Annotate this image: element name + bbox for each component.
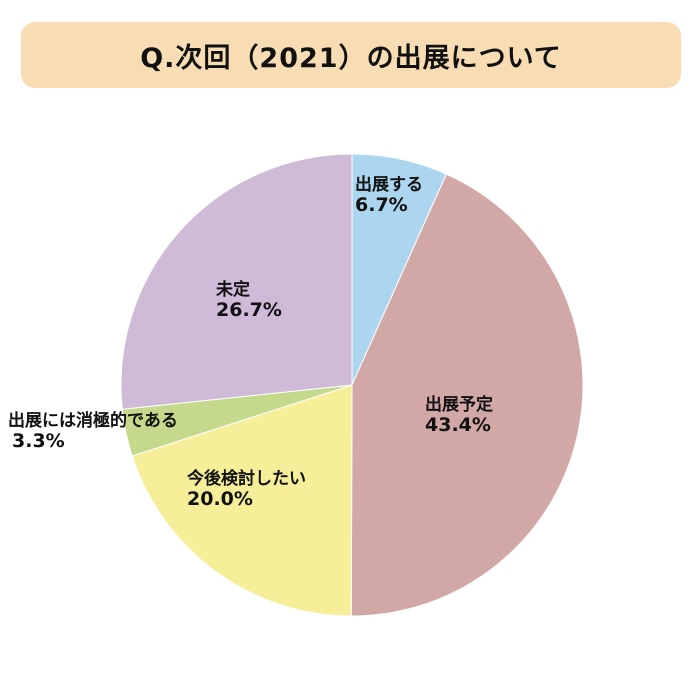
slice-label: 出展には消極的である — [8, 410, 178, 431]
slice-value-label: 20.0% — [187, 488, 253, 510]
slice-value-label: 3.3% — [12, 430, 65, 452]
slice-value-label: 26.7% — [216, 299, 282, 321]
pie-slice — [131, 384, 353, 617]
pie-slice — [350, 173, 584, 617]
slice-label: 出展予定 — [425, 394, 493, 415]
slice-label: 今後検討したい — [187, 468, 306, 489]
slice-value-label: 6.7% — [355, 194, 408, 216]
slice-label: 未定 — [215, 279, 250, 300]
pie-slices — [120, 153, 584, 617]
chart-title-bar: Q.次回（2021）の出展について — [21, 22, 681, 88]
pie-slice — [120, 153, 353, 410]
chart-title: Q.次回（2021）の出展について — [140, 42, 562, 74]
slice-value-label: 43.4% — [425, 414, 491, 436]
slice-label: 出展する — [355, 174, 423, 195]
